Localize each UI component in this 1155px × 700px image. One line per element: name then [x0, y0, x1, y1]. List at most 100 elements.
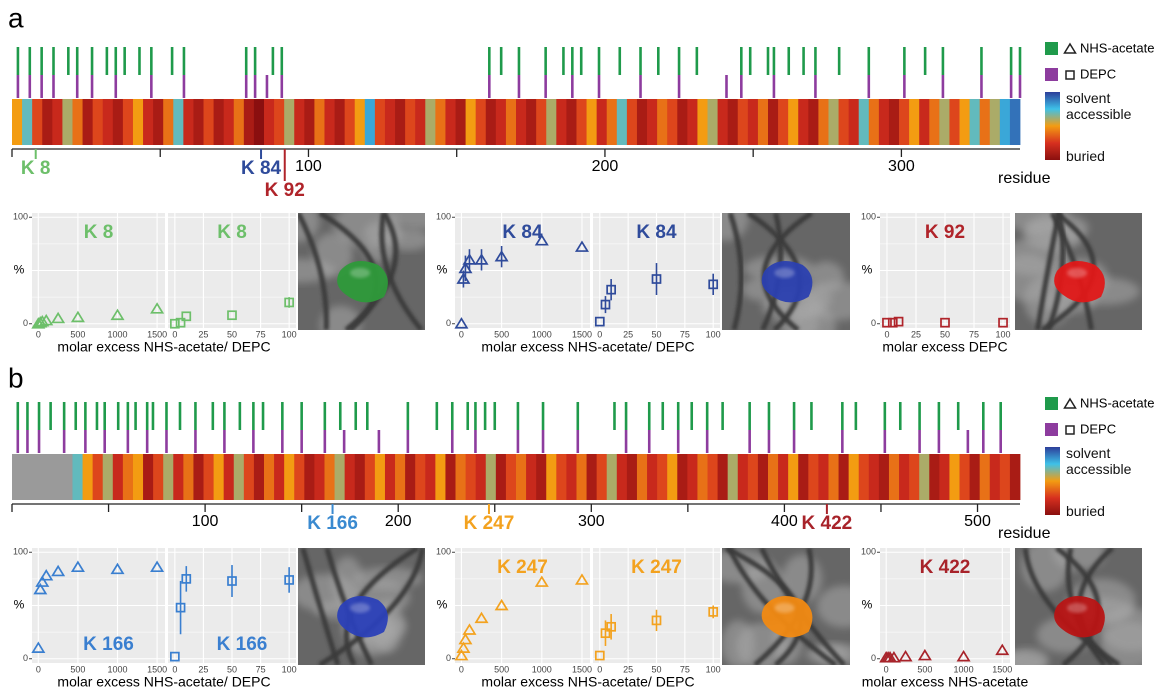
legend-label: NHS-acetate — [1080, 395, 1154, 410]
x-tick-label: 25 — [623, 329, 633, 339]
accessibility-stripe — [859, 454, 869, 500]
accessibility-stripe — [254, 454, 264, 500]
marker-triangle — [1065, 399, 1076, 408]
legend-label: DEPC — [1080, 421, 1116, 436]
accessibility-stripe — [788, 454, 798, 500]
accessibility-stripe — [647, 99, 657, 145]
accessibility-stripe — [456, 454, 466, 500]
x-tick-label: 100 — [282, 329, 297, 339]
x-tick-label: 100 — [295, 158, 322, 175]
marker-triangle — [1065, 44, 1076, 53]
accessibility-stripe — [728, 454, 738, 500]
accessibility-stripe — [960, 99, 970, 145]
accessibility-stripe — [929, 454, 939, 500]
y-axis-label: % — [14, 598, 25, 612]
accessibility-stripe — [405, 454, 415, 500]
x-axis-label: molar excess NHS-acetate/ DEPC — [481, 339, 694, 355]
accessibility-stripe — [12, 454, 22, 500]
legend-swatch — [1045, 42, 1058, 55]
accessibility-stripe — [335, 99, 345, 145]
page: {"panel_labels": ["a", "b"], "chart_data… — [0, 0, 1155, 700]
plot-title: K 8 — [217, 222, 247, 243]
accessibility-stripe — [62, 99, 72, 145]
accessibility-stripe — [143, 99, 153, 145]
accessibility-stripe — [32, 454, 42, 500]
accessibility-stripe — [758, 454, 768, 500]
accessibility-stripe — [788, 99, 798, 145]
accessibility-stripe — [597, 99, 607, 145]
accessibility-stripe — [284, 454, 294, 500]
accessibility-stripe — [909, 99, 919, 145]
accessibility-stripe — [949, 99, 959, 145]
accessibility-stripe — [808, 99, 818, 145]
x-tick-label: 0 — [459, 664, 464, 674]
accessibility-stripe — [466, 99, 476, 145]
accessibility-stripe — [768, 99, 778, 145]
accessibility-stripe — [546, 99, 556, 145]
accessibility-stripe — [93, 454, 103, 500]
marker-square — [1066, 426, 1074, 434]
accessibility-stripe — [949, 454, 959, 500]
x-tick-label: 75 — [680, 329, 690, 339]
accessibility-stripe — [607, 99, 617, 145]
figure: a b NHS-acetateDEPC100200300residueK 8K … — [0, 0, 1155, 700]
marker-square — [1066, 71, 1074, 79]
accessibility-stripe — [224, 454, 234, 500]
x-axis-label: residue — [998, 525, 1051, 542]
accessibility-stripe — [1010, 454, 1020, 500]
annotation-label: K 92 — [265, 180, 305, 201]
accessibility-stripe — [365, 454, 375, 500]
accessibility-stripe — [395, 99, 405, 145]
accessibility-stripe — [143, 454, 153, 500]
x-axis-label: molar excess NHS-acetate — [862, 674, 1029, 690]
accessibility-stripe — [294, 454, 304, 500]
accessibility-stripe — [304, 99, 314, 145]
accessibility-stripe — [909, 454, 919, 500]
accessibility-stripe — [254, 99, 264, 145]
accessibility-stripe — [153, 99, 163, 145]
accessibility-stripe — [576, 99, 586, 145]
accessibility-stripe — [183, 99, 193, 145]
x-tick-label: 50 — [651, 664, 661, 674]
y-tick-label: 0 — [871, 318, 876, 328]
accessibility-stripe — [859, 99, 869, 145]
accessibility-stripe — [778, 454, 788, 500]
x-axis-label: molar excess NHS-acetate/ DEPC — [481, 674, 694, 690]
accessibility-stripe — [556, 454, 566, 500]
x-tick-label: 200 — [385, 513, 412, 530]
accessibility-stripe — [123, 99, 133, 145]
accessibility-stripe — [22, 454, 32, 500]
accessibility-stripe — [879, 99, 889, 145]
x-tick-label: 25 — [198, 329, 208, 339]
x-tick-label: 500 — [964, 513, 991, 530]
plot-title: K 166 — [83, 634, 134, 655]
x-tick-label: 75 — [256, 664, 266, 674]
accessibility-stripe — [314, 99, 324, 145]
panel-label: a — [8, 2, 24, 33]
accessibility-stripe — [839, 454, 849, 500]
accessibility-stripe — [778, 99, 788, 145]
accessibility-stripe — [365, 99, 375, 145]
accessibility-stripe — [839, 99, 849, 145]
accessibility-stripe — [193, 454, 203, 500]
accessibility-stripe — [677, 99, 687, 145]
accessibility-stripe — [687, 99, 697, 145]
accessibility-stripe — [899, 99, 909, 145]
x-tick-label: 0 — [597, 329, 602, 339]
x-tick-label: 0 — [172, 329, 177, 339]
plot-title: K 8 — [84, 222, 114, 243]
plot-title: K 422 — [920, 557, 971, 578]
accessibility-stripe — [818, 99, 828, 145]
surface-image — [1001, 202, 1142, 330]
accessibility-stripe — [113, 454, 123, 500]
colorbar-label-box: solvent accessible — [1066, 445, 1151, 481]
accessibility-stripe — [889, 454, 899, 500]
colorbar-label: buried — [1066, 503, 1151, 519]
accessibility-stripe — [153, 454, 163, 500]
legend-label: NHS-acetate — [1080, 40, 1154, 55]
plot-title: K 92 — [925, 222, 965, 243]
accessibility-stripe — [607, 454, 617, 500]
accessibility-stripe — [133, 99, 143, 145]
accessibility-stripe — [798, 454, 808, 500]
accessibility-stripe — [264, 99, 274, 145]
